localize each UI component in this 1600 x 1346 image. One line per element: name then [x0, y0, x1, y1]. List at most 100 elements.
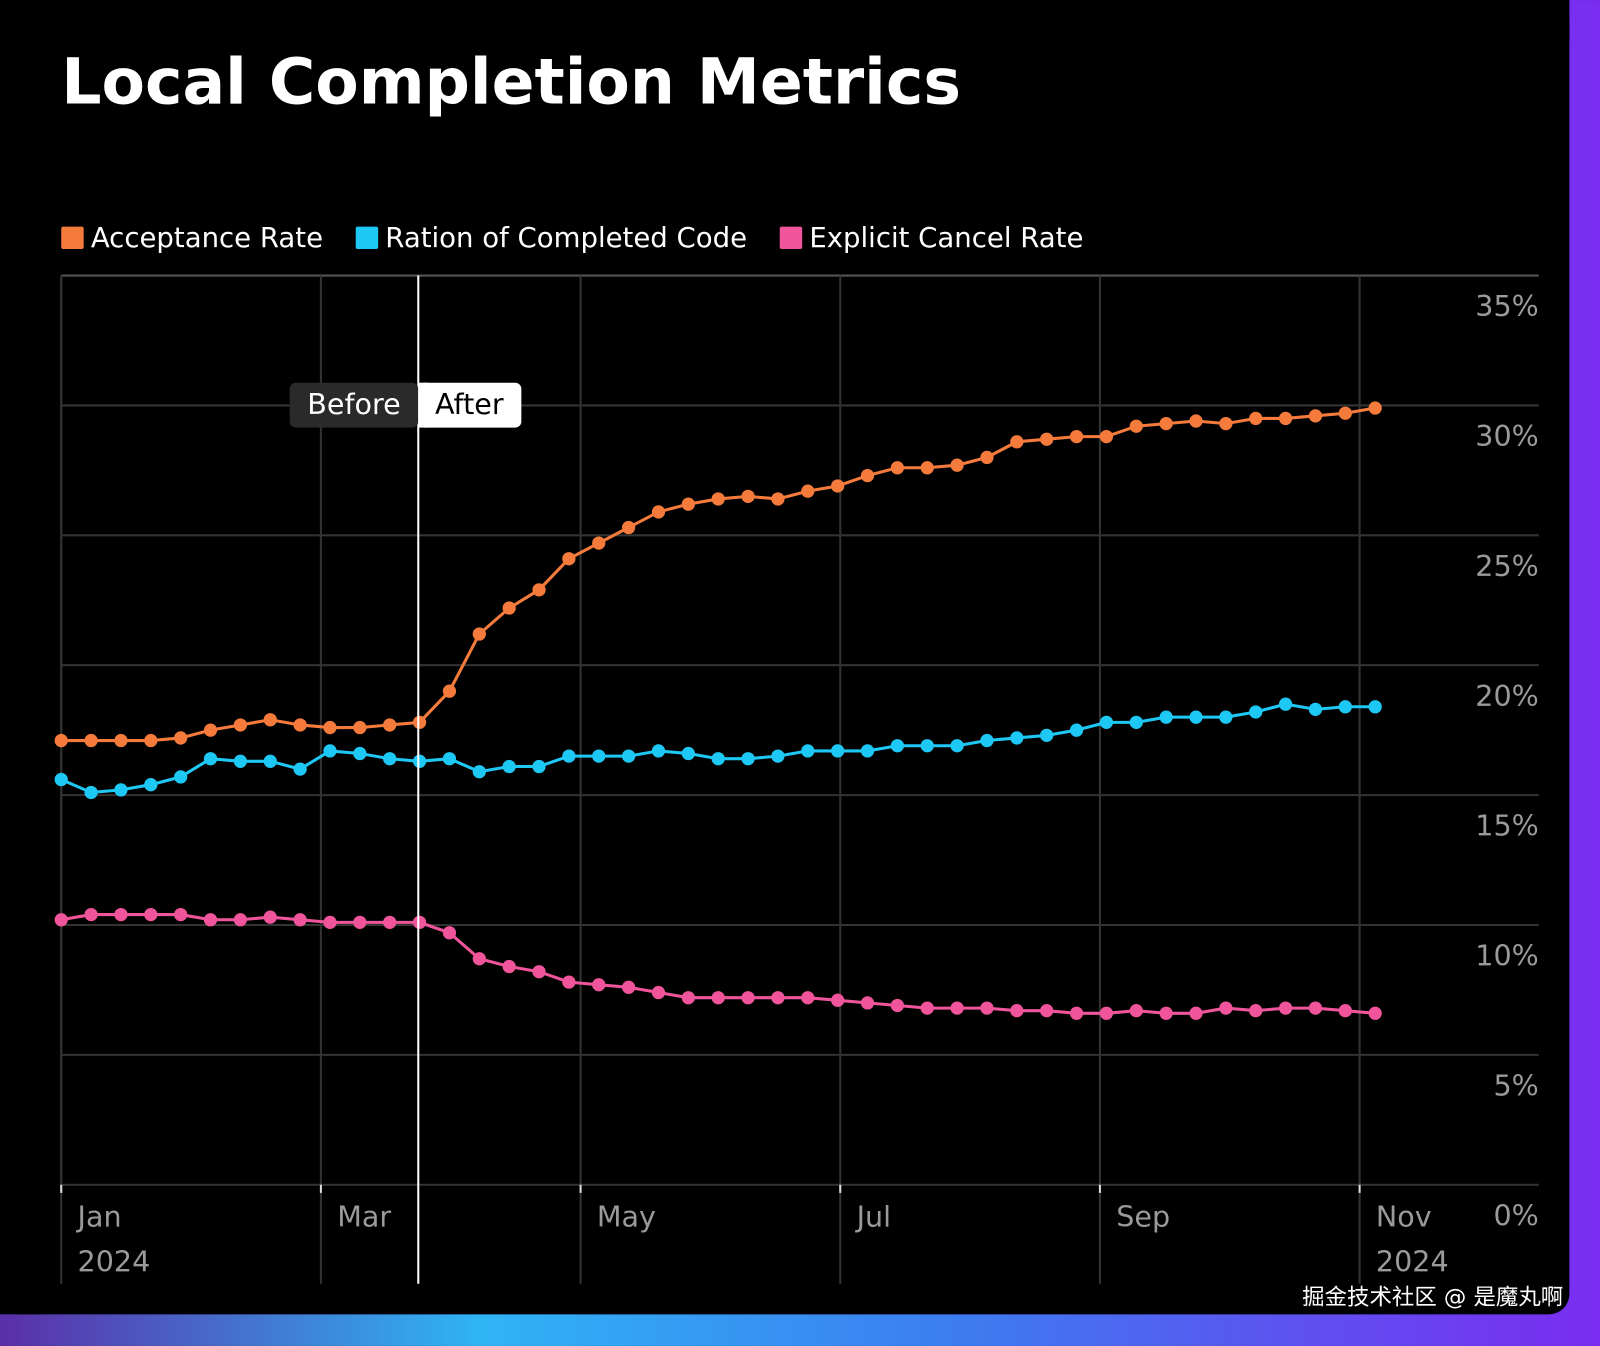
point	[144, 778, 158, 792]
point	[203, 752, 218, 766]
point	[1278, 697, 1293, 711]
point	[651, 985, 666, 1000]
legend-swatch	[355, 226, 379, 250]
point	[681, 991, 695, 1005]
point	[1368, 1006, 1382, 1020]
point	[1308, 1001, 1323, 1015]
point	[950, 739, 964, 753]
point	[771, 991, 785, 1005]
point	[233, 754, 248, 768]
point	[562, 749, 576, 763]
point	[621, 980, 636, 994]
point	[114, 733, 128, 748]
point	[980, 450, 994, 465]
point	[1040, 1004, 1054, 1018]
point	[1338, 1004, 1352, 1018]
x-year-label: 2024	[1376, 1244, 1449, 1278]
point	[472, 627, 486, 641]
point	[1219, 710, 1233, 724]
panel-left	[0, 0, 41, 1315]
point	[293, 913, 307, 927]
point	[1368, 700, 1382, 714]
point	[323, 720, 337, 735]
point	[920, 1001, 934, 1015]
point	[532, 583, 546, 597]
point	[383, 915, 397, 930]
point	[1278, 1001, 1293, 1015]
before-label: Before	[307, 387, 400, 421]
point	[592, 536, 606, 550]
point	[472, 765, 486, 779]
point	[1308, 409, 1323, 423]
point	[771, 492, 785, 506]
point	[144, 733, 158, 748]
x-tick-label: Jan	[76, 1199, 122, 1233]
point	[890, 739, 905, 753]
after-box-edge	[418, 382, 429, 428]
point	[621, 520, 636, 535]
x-tick-label: Mar	[337, 1199, 391, 1233]
point	[1010, 731, 1024, 745]
chart-title: Local Completion Metrics	[61, 44, 961, 118]
point	[950, 458, 964, 472]
point	[263, 713, 277, 727]
y-tick-label: 20%	[1475, 679, 1539, 713]
point	[741, 489, 755, 503]
point	[502, 959, 516, 974]
point	[801, 991, 815, 1005]
point	[621, 749, 636, 763]
point	[1099, 1006, 1114, 1020]
point	[502, 601, 516, 615]
point	[353, 915, 367, 930]
point	[890, 998, 905, 1013]
point	[293, 718, 307, 732]
point	[1338, 700, 1352, 714]
x-tick-label: May	[597, 1199, 656, 1233]
after-label: After	[435, 387, 504, 421]
point	[442, 926, 457, 940]
point	[174, 731, 188, 745]
point	[860, 996, 875, 1010]
y-tick-label: 15%	[1475, 809, 1539, 843]
x-tick-label: Nov	[1376, 1199, 1432, 1233]
point	[233, 913, 248, 927]
point	[801, 484, 815, 498]
point	[412, 915, 427, 930]
point	[920, 461, 934, 475]
watermark: 掘金技术社区 @ 是魔丸啊	[1302, 1285, 1563, 1311]
legend-swatch	[61, 226, 84, 250]
point	[592, 978, 606, 992]
point	[1159, 1006, 1173, 1020]
point	[681, 746, 695, 761]
y-tick-label: 30%	[1475, 419, 1539, 453]
point	[1249, 411, 1263, 426]
y-tick-label: 25%	[1475, 549, 1539, 583]
point	[383, 752, 397, 766]
point	[174, 907, 188, 922]
point	[562, 975, 576, 989]
point	[1189, 1006, 1203, 1020]
point	[353, 746, 367, 761]
point	[1308, 702, 1323, 716]
plot: Before After	[54, 275, 1382, 1284]
point	[651, 505, 666, 519]
point	[1099, 429, 1114, 444]
point	[1159, 710, 1173, 724]
point	[592, 749, 606, 763]
point	[801, 744, 815, 758]
panel-top	[0, 0, 1570, 41]
legend-label: Explicit Cancel Rate	[809, 222, 1083, 254]
point	[1278, 411, 1293, 426]
point	[1338, 406, 1352, 420]
point	[353, 720, 367, 735]
point	[84, 733, 98, 748]
point	[532, 965, 546, 979]
point	[1099, 715, 1114, 729]
point	[920, 739, 934, 753]
x-tick-label: Jul	[855, 1199, 891, 1233]
point	[263, 754, 277, 768]
point	[1249, 1004, 1263, 1018]
x-tick-label: Sep	[1116, 1199, 1170, 1233]
